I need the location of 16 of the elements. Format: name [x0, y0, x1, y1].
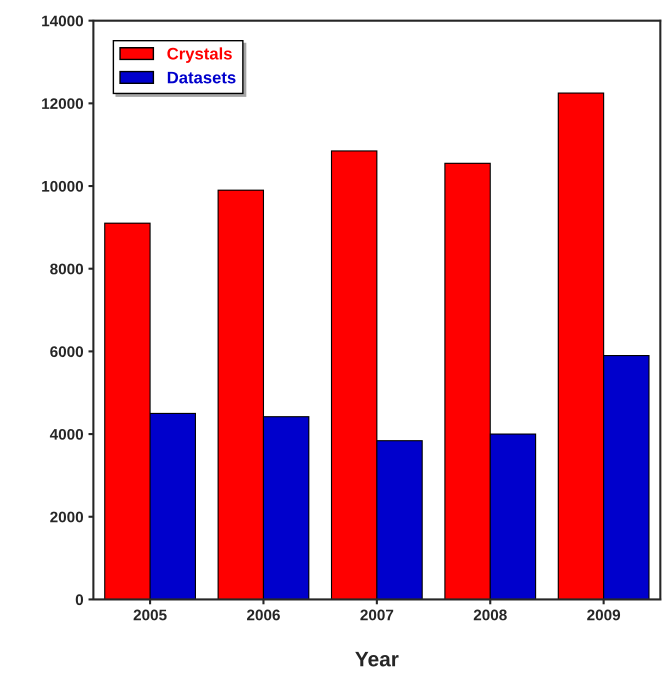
y-tick-label: 4000: [50, 428, 84, 440]
x-tick-label: 2008: [474, 610, 507, 620]
y-tick-label: 2000: [50, 512, 84, 522]
y-tick-label: 14000: [42, 16, 84, 26]
y-tick-label: 10000: [42, 180, 84, 192]
y-tick-label: 6000: [50, 346, 84, 358]
y-tick-label: 8000: [50, 264, 84, 274]
x-tick-label: 2009: [587, 610, 620, 620]
x-tick-label: 2007: [360, 610, 394, 620]
x-axis-title: Year: [355, 652, 399, 666]
y-tick-label: 0: [76, 594, 84, 606]
y-tick-label: 12000: [42, 98, 84, 110]
legend-label: Datasets: [168, 72, 236, 84]
x-tick-label: 2006: [247, 610, 280, 620]
legend-label: Crystals: [167, 47, 232, 63]
x-tick-label: 2005: [134, 610, 167, 620]
